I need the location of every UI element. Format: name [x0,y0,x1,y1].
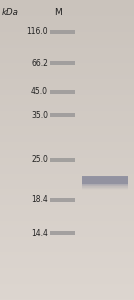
Bar [50,198,75,202]
Bar [50,113,75,117]
Bar [82,177,128,187]
Bar [82,177,128,186]
Text: 25.0: 25.0 [31,155,48,164]
Bar [82,178,128,189]
Bar [50,30,75,34]
Text: 66.2: 66.2 [31,58,48,68]
Text: 45.0: 45.0 [31,88,48,97]
Text: 116.0: 116.0 [26,28,48,37]
Bar [82,176,128,184]
Text: M: M [54,8,62,17]
Bar [50,231,75,235]
Bar [82,176,128,185]
Bar [50,158,75,162]
Text: kDa: kDa [2,8,19,17]
Text: 35.0: 35.0 [31,110,48,119]
Bar [82,178,128,190]
Bar [50,61,75,65]
Bar [50,90,75,94]
Bar [82,178,128,189]
Bar [82,176,128,184]
Bar [82,178,128,188]
Text: 18.4: 18.4 [31,196,48,205]
Bar [82,177,128,186]
Bar [82,177,128,188]
Text: 14.4: 14.4 [31,229,48,238]
